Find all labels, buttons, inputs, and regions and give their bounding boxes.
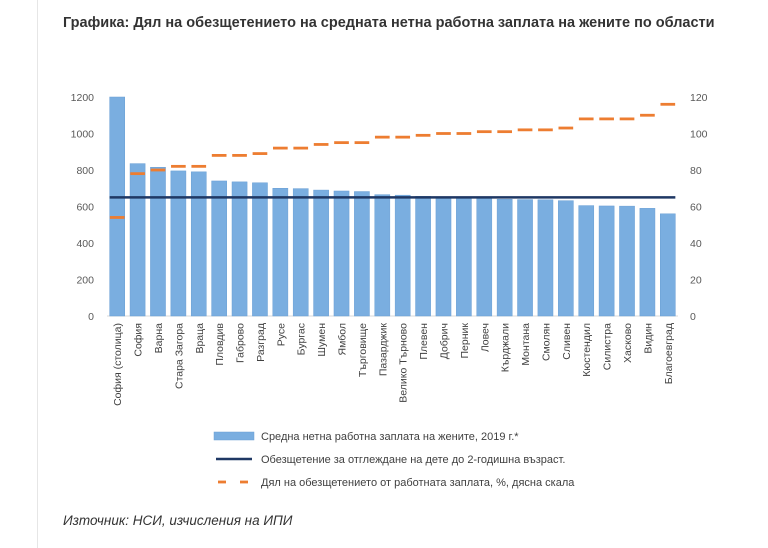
category-label-17: Перник <box>459 323 471 359</box>
legend-label-bars: Средна нетна работна заплата на жените, … <box>261 431 519 443</box>
bar-24 <box>598 205 615 317</box>
left-tick-label-4: 800 <box>76 165 94 177</box>
right-tick-label-5: 100 <box>690 129 708 141</box>
bar-13 <box>374 194 391 317</box>
category-label-20: Монтана <box>520 323 532 366</box>
category-label-19: Кърджали <box>500 323 512 372</box>
category-label-8: Русе <box>275 323 287 346</box>
bar-21 <box>537 199 554 317</box>
bar-26 <box>639 208 656 317</box>
left-tick-label-5: 1000 <box>71 129 95 141</box>
left-tick-label-6: 1200 <box>71 92 95 104</box>
bar-0 <box>109 96 125 317</box>
right-tick-label-2: 40 <box>690 238 702 250</box>
category-label-11: Ямбол <box>337 323 349 355</box>
bar-12 <box>354 191 370 317</box>
bar-11 <box>333 190 350 317</box>
bar-25 <box>619 205 635 317</box>
category-label-12: Търговище <box>357 323 369 377</box>
bar-1 <box>129 163 146 317</box>
category-label-15: Плевен <box>418 323 430 360</box>
category-label-3: Стара Загора <box>173 323 185 389</box>
right-tick-label-4: 80 <box>690 165 702 177</box>
category-label-7: Разград <box>255 323 267 362</box>
category-label-26: Видин <box>642 323 654 354</box>
bar-17 <box>456 197 472 317</box>
category-label-13: Пазарджик <box>377 323 389 377</box>
bar-22 <box>558 200 574 317</box>
category-label-1: София <box>133 323 145 357</box>
bar-3 <box>170 170 187 317</box>
bar-10 <box>313 189 329 317</box>
category-label-9: Бургас <box>296 323 308 355</box>
category-label-2: Варна <box>153 323 165 353</box>
bar-23 <box>578 205 595 317</box>
category-label-6: Габрово <box>235 323 247 363</box>
bar-16 <box>435 197 452 317</box>
category-label-23: Кюстендил <box>581 323 593 377</box>
bar-4 <box>190 171 207 317</box>
category-label-25: Хасково <box>622 323 634 363</box>
bar-5 <box>211 180 227 317</box>
category-label-18: Ловеч <box>479 323 491 352</box>
category-label-21: Смолян <box>540 323 552 361</box>
category-label-0: София (столица) <box>112 323 124 406</box>
legend-label-dash: Дял на обезщетението от работната заплат… <box>261 477 575 489</box>
category-label-4: Враца <box>194 323 206 354</box>
category-label-10: Шумен <box>316 323 328 357</box>
left-tick-label-2: 400 <box>76 238 94 250</box>
legend-swatch-bars <box>213 431 255 441</box>
page-left-rule <box>37 0 38 548</box>
category-label-5: Пловдив <box>214 323 226 366</box>
right-tick-label-0: 0 <box>690 311 696 323</box>
bar-8 <box>272 188 289 317</box>
right-tick-label-1: 20 <box>690 275 702 287</box>
bar-15 <box>415 196 431 317</box>
bar-9 <box>292 188 309 317</box>
bar-2 <box>150 167 166 317</box>
bar-18 <box>476 198 493 317</box>
bar-6 <box>231 181 248 317</box>
left-tick-label-1: 200 <box>76 275 94 287</box>
bar-19 <box>496 198 513 317</box>
source-note: Източник: НСИ, изчисления на ИПИ <box>63 513 293 528</box>
category-label-16: Добрич <box>438 323 450 359</box>
right-tick-label-3: 60 <box>690 202 702 214</box>
bar-27 <box>660 213 676 317</box>
legend-label-line: Обезщетение за отглеждане на дете до 2-г… <box>261 454 565 466</box>
right-tick-label-6: 120 <box>690 92 708 104</box>
bar-14 <box>394 194 411 317</box>
bar-7 <box>252 182 268 317</box>
chart-title: Графика: Дял на обезщетението на среднат… <box>63 15 715 31</box>
left-tick-label-3: 600 <box>76 202 94 214</box>
bar-20 <box>517 199 533 317</box>
left-tick-label-0: 0 <box>88 311 94 323</box>
category-label-27: Благоевград <box>663 323 675 384</box>
category-label-14: Велико Търново <box>398 323 410 403</box>
category-label-24: Силистра <box>602 323 614 370</box>
category-label-22: Сливен <box>561 323 573 360</box>
